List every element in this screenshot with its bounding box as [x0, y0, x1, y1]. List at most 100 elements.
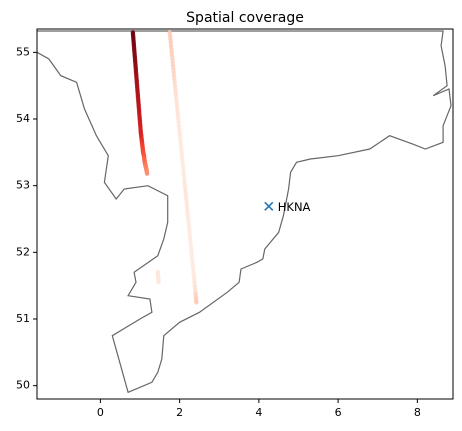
- x-tick-label: 2: [176, 406, 183, 419]
- scatter-point-series-2: [182, 180, 187, 185]
- scatter-point-series-2: [179, 146, 184, 152]
- plot-area: [37, 30, 452, 394]
- scatter-point-series-2: [177, 133, 183, 138]
- scatter-point-series-2: [167, 30, 172, 35]
- y-tick-label: 52: [16, 245, 30, 258]
- scatter-point-series-2: [174, 96, 179, 102]
- scatter-point-series-2: [174, 100, 179, 105]
- scatter-point-series-2: [173, 93, 179, 98]
- scatter-point-series-2: [172, 80, 177, 85]
- scatter-point-series-2: [181, 173, 187, 178]
- scatter-point-series-2: [183, 193, 189, 198]
- scatter-point-series-2: [186, 220, 191, 225]
- scatter-point-series-2: [181, 170, 186, 175]
- scatter-point-series-2: [176, 116, 181, 122]
- scatter-point-series-2: [170, 63, 176, 68]
- scatter-point-series-2: [176, 120, 181, 125]
- y-tick-label: 55: [16, 45, 30, 58]
- annotation-group: HKNA: [264, 200, 311, 214]
- x-axis: 0 2 4 6 8: [97, 399, 421, 419]
- scatter-point-series-2: [185, 213, 191, 218]
- scatter-point-series-2: [175, 113, 181, 118]
- scatter-point-series-2: [183, 186, 188, 192]
- scatter-point-series-2: [170, 56, 175, 62]
- scatter-point-series-2: [169, 46, 174, 52]
- scatter-point-series-2: [174, 103, 180, 108]
- scatter-point-series-2: [192, 286, 198, 292]
- x-tick-label: 4: [255, 406, 262, 419]
- scatter-point-series-2: [169, 50, 174, 55]
- coastline: [37, 30, 452, 394]
- scatter-point-series-2: [191, 266, 196, 272]
- scatter-point-series-2: [188, 240, 193, 245]
- scatter-point-series-2: [177, 130, 182, 135]
- scatter-point-series-2: [180, 163, 186, 168]
- scatter-point-series-2: [185, 206, 190, 212]
- scatter-point-series-2: [184, 196, 189, 202]
- y-tick-label: 50: [16, 379, 30, 392]
- scatter-point-series-2: [171, 66, 176, 72]
- scatter-point-series-1: [144, 171, 150, 176]
- x-tick-label: 8: [414, 406, 421, 419]
- scatter-point-series-2: [194, 300, 199, 305]
- scatter-point-series-2: [186, 223, 192, 228]
- scatter-point-series-2: [190, 260, 195, 265]
- scatter-point-series-2: [192, 283, 197, 288]
- scatter-point-series-2: [188, 236, 193, 242]
- scatter-point-series-2: [189, 253, 194, 258]
- scatter-points: [130, 30, 199, 305]
- scatter-point-series-2: [172, 76, 177, 82]
- scatter-point-series-2: [178, 136, 183, 142]
- scatter-point-series-2: [172, 83, 178, 88]
- scatter-point-series-2: [177, 126, 182, 132]
- scatter-point-series-2: [179, 153, 185, 158]
- scatter-point-series-2: [169, 53, 175, 58]
- scatter-point-series-2: [192, 280, 197, 285]
- scatter-point-series-2: [185, 210, 190, 215]
- scatter-point-series-2: [190, 256, 195, 262]
- axes-frame: [36, 28, 454, 400]
- y-tick-label: 54: [16, 112, 30, 125]
- y-axis: 50 51 52 53 54 55: [16, 45, 37, 392]
- station-marker: [264, 201, 274, 211]
- scatter-point-series-2: [182, 176, 187, 182]
- scatter-point-series-2: [167, 33, 173, 38]
- scatter-point-series-2: [175, 106, 180, 112]
- scatter-point-series-2: [171, 73, 177, 78]
- scatter-point-series-2: [191, 273, 196, 278]
- scatter-point-series-2: [168, 43, 174, 48]
- x-tick-label: 0: [97, 406, 104, 419]
- scatter-point-series-2: [187, 226, 192, 232]
- scatter-point-series-2: [180, 156, 185, 162]
- scatter-point-series-2: [178, 143, 184, 148]
- scatter-point-series-2: [182, 183, 188, 188]
- scatter-point-series-2: [178, 140, 183, 145]
- scatter-point-series-2: [184, 203, 190, 208]
- scatter-point-series-2: [173, 86, 178, 92]
- scatter-point-series-2: [184, 200, 189, 205]
- scatter-point-series-2: [179, 150, 184, 155]
- scatter-point-series-2: [171, 70, 176, 75]
- scatter-point-series-2: [168, 36, 173, 42]
- scatter-point-series-3: [156, 280, 161, 285]
- scatter-point-series-2: [190, 263, 195, 268]
- scatter-point-series-2: [183, 190, 188, 195]
- scatter-point-series-2: [173, 90, 178, 95]
- scatter-point-series-2: [192, 276, 197, 282]
- chart-title: Spatial coverage: [186, 10, 304, 26]
- scatter-point-series-2: [189, 246, 194, 252]
- scatter-point-series-2: [168, 40, 173, 45]
- scatter-point-series-2: [176, 123, 182, 128]
- scatter-point-series-2: [187, 230, 192, 235]
- scatter-point-series-2: [175, 110, 180, 115]
- scatter-point-series-2: [181, 166, 186, 172]
- y-tick-label: 51: [16, 312, 30, 325]
- x-tick-label: 6: [335, 406, 342, 419]
- scatter-point-series-2: [191, 270, 196, 275]
- scatter-point-series-2: [188, 243, 194, 248]
- scatter-point-series-2: [170, 60, 175, 65]
- y-tick-label: 53: [16, 179, 30, 192]
- scatter-point-series-2: [180, 160, 185, 165]
